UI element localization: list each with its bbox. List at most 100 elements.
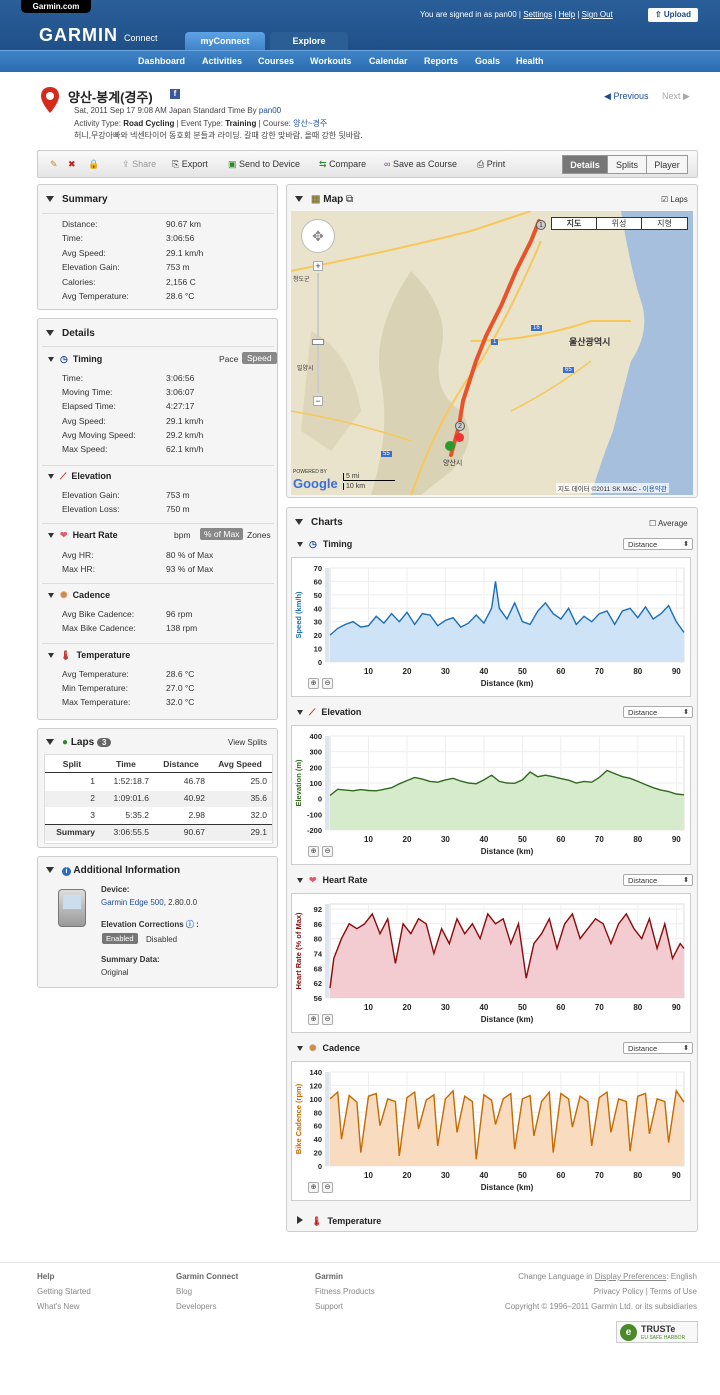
activity-type[interactable]: Road Cycling: [123, 119, 175, 128]
help-link[interactable]: Help: [558, 10, 576, 19]
zoom-slider[interactable]: [317, 273, 319, 393]
footer-link[interactable]: Blog: [176, 1287, 193, 1296]
disabled-toggle[interactable]: Disabled: [146, 935, 178, 944]
zoom-out-icon[interactable]: −: [313, 396, 323, 406]
x-axis-dropdown[interactable]: Distance: [623, 538, 693, 550]
laps-column-header[interactable]: Split: [62, 759, 82, 769]
map-type-satellite[interactable]: 위성: [597, 218, 642, 229]
lock-icon[interactable]: 🔒: [88, 159, 100, 169]
nav-reports[interactable]: Reports: [424, 56, 459, 66]
nav-calendar[interactable]: Calendar: [369, 56, 408, 66]
zoom-out-chart-icon[interactable]: ⊖: [322, 846, 333, 857]
view-player-button[interactable]: Player: [646, 155, 688, 174]
tab-explore[interactable]: Explore: [270, 32, 348, 50]
timing-subheader[interactable]: ◷ Timing: [48, 354, 102, 365]
course-link[interactable]: 양산~경주: [293, 119, 328, 128]
garmin-connect-logo[interactable]: GARMIN Connect: [39, 25, 158, 45]
x-axis-dropdown[interactable]: Distance: [623, 1042, 693, 1054]
temperature-subheader[interactable]: 🌡 Temperature: [48, 650, 130, 661]
pace-toggle[interactable]: Pace: [219, 354, 239, 364]
share-button[interactable]: ⇪ Share: [122, 159, 157, 169]
activity-title[interactable]: 양산-봉계(경주): [68, 90, 153, 105]
next-link[interactable]: Next ▶: [662, 91, 690, 101]
nav-health[interactable]: Health: [516, 56, 544, 66]
tab-myconnect[interactable]: myConnect: [185, 32, 265, 50]
google-logo[interactable]: Google: [293, 476, 338, 491]
lap-marker[interactable]: 2: [455, 421, 465, 431]
event-type[interactable]: Training: [225, 119, 257, 128]
bpm-toggle[interactable]: bpm: [174, 530, 191, 540]
nav-activities[interactable]: Activities: [202, 56, 243, 66]
edit-icon[interactable]: ✎: [50, 159, 58, 169]
nav-courses[interactable]: Courses: [258, 56, 295, 66]
laps-checkbox[interactable]: ☑ Laps: [661, 195, 688, 204]
footer-link[interactable]: Fitness Products: [315, 1287, 375, 1296]
heart-rate-subheader[interactable]: ❤ Heart Rate: [48, 530, 118, 541]
compare-button[interactable]: ⇆ Compare: [319, 159, 367, 169]
laps-column-header[interactable]: Avg Speed: [218, 759, 262, 769]
laps-column-header[interactable]: Distance: [163, 759, 199, 769]
previous-link[interactable]: ◀ Previous: [604, 91, 649, 101]
privacy-terms-links[interactable]: Privacy Policy | Terms of Use: [593, 1287, 697, 1296]
nav-dashboard[interactable]: Dashboard: [138, 56, 186, 66]
terms-link[interactable]: 이용약관: [642, 486, 667, 493]
enabled-toggle[interactable]: Enabled: [102, 933, 138, 944]
map-type-map[interactable]: 지도: [552, 218, 597, 229]
zoom-in-chart-icon[interactable]: ⊕: [308, 846, 319, 857]
send-to-device-button[interactable]: ▣ Send to Device: [228, 159, 301, 169]
display-preferences-link[interactable]: Display Preferences: [594, 1272, 667, 1281]
activity-description[interactable]: 허니,무강아빠와 넥센타이어 동호회 분들과 라이딩. 갈때 강한 맞바람, 올…: [74, 131, 363, 140]
print-button[interactable]: ⎙ Print: [477, 159, 506, 169]
chart-header[interactable]: ⟋ Elevation: [297, 707, 361, 718]
device-link[interactable]: Garmin Edge 500: [101, 898, 164, 907]
map-type-terrain[interactable]: 지형: [657, 219, 672, 228]
lap-marker[interactable]: 1: [536, 220, 546, 230]
view-splits-button[interactable]: Splits: [607, 155, 647, 174]
nav-goals[interactable]: Goals: [475, 56, 501, 66]
facebook-icon[interactable]: f: [170, 89, 180, 99]
zoom-in-icon[interactable]: +: [313, 261, 323, 271]
chart-header[interactable]: ✺ Cadence: [297, 1043, 360, 1054]
percent-max-toggle[interactable]: % of Max: [200, 528, 244, 540]
garmin-com-tab[interactable]: Garmin.com: [21, 0, 91, 13]
average-checkbox[interactable]: ☐ Average: [649, 519, 688, 528]
footer-link[interactable]: What's New: [37, 1302, 80, 1311]
chart-header[interactable]: ❤ Heart Rate: [297, 875, 368, 886]
details-header[interactable]: Details: [46, 328, 95, 339]
temperature-chart-header[interactable]: 🌡 Temperature: [297, 1216, 381, 1227]
start-marker-icon[interactable]: [445, 441, 455, 451]
zoom-in-chart-icon[interactable]: ⊕: [308, 1014, 319, 1025]
footer-link[interactable]: Support: [315, 1302, 344, 1311]
view-details-button[interactable]: Details: [562, 155, 608, 174]
summary-header[interactable]: Summary: [46, 194, 108, 205]
map-canvas[interactable]: ✥ + − 지도 위성 지형 1 2 양산시 울산광역시 청도군 밀양시 1 1…: [291, 211, 693, 495]
zoom-slider-handle[interactable]: [312, 339, 324, 345]
settings-link[interactable]: Settings: [523, 10, 553, 19]
export-button[interactable]: ⎘ Export: [172, 159, 208, 169]
delete-icon[interactable]: ✖: [68, 159, 76, 169]
nav-workouts[interactable]: Workouts: [310, 56, 352, 66]
pan-control-icon[interactable]: ✥: [301, 219, 335, 253]
sign-out-link[interactable]: Sign Out: [581, 10, 613, 19]
user-link[interactable]: pan00: [258, 106, 282, 115]
elevation-subheader[interactable]: ⟋ Elevation: [48, 471, 111, 482]
laps-header[interactable]: ● Laps 3: [46, 737, 112, 748]
map-header[interactable]: ▦ Map ⧉: [295, 194, 353, 205]
cadence-subheader[interactable]: ✺ Cadence: [48, 590, 110, 601]
x-axis-dropdown[interactable]: Distance: [623, 874, 693, 886]
popout-icon[interactable]: ⧉: [346, 194, 354, 205]
additional-info-header[interactable]: i Additional Information: [46, 865, 180, 876]
zoom-in-chart-icon[interactable]: ⊕: [308, 678, 319, 689]
speed-toggle[interactable]: Speed: [242, 352, 277, 364]
view-splits-link[interactable]: View Splits: [228, 738, 267, 747]
save-as-course-button[interactable]: ∞ Save as Course: [384, 159, 457, 169]
zoom-out-chart-icon[interactable]: ⊖: [322, 1014, 333, 1025]
footer-link[interactable]: Getting Started: [37, 1287, 91, 1296]
x-axis-dropdown[interactable]: Distance: [623, 706, 693, 718]
upload-button[interactable]: ⇧ Upload: [648, 8, 698, 22]
zones-toggle[interactable]: Zones: [247, 530, 271, 540]
laps-column-header[interactable]: Time: [116, 759, 136, 769]
zoom-in-chart-icon[interactable]: ⊕: [308, 1182, 319, 1193]
end-marker-icon[interactable]: [455, 433, 464, 442]
footer-link[interactable]: Developers: [176, 1302, 217, 1311]
